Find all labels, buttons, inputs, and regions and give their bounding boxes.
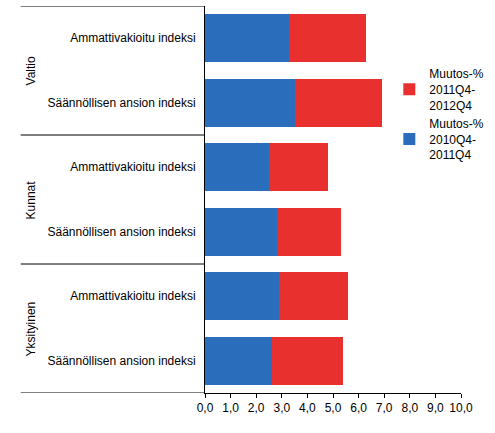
svg-text:3,0: 3,0 [273,401,290,415]
svg-text:Muutos-%2011Q4-2012Q4: Muutos-%2011Q4-2012Q4 [429,67,483,112]
svg-text:Säännöllisen ansion indeksi: Säännöllisen ansion indeksi [47,225,195,239]
svg-text:10,0: 10,0 [449,401,473,415]
svg-text:Säännöllisen ansion indeksi: Säännöllisen ansion indeksi [47,354,195,368]
svg-text:Ammattivakioitu indeksi: Ammattivakioitu indeksi [70,31,195,45]
svg-text:9,0: 9,0 [427,401,444,415]
svg-text:Ammattivakioitu indeksi: Ammattivakioitu indeksi [70,160,195,174]
svg-text:8,0: 8,0 [401,401,418,415]
svg-text:Ammattivakioitu indeksi: Ammattivakioitu indeksi [70,289,195,303]
svg-text:Kunnat: Kunnat [24,181,38,220]
svg-text:4,0: 4,0 [299,401,316,415]
svg-text:7,0: 7,0 [376,401,393,415]
svg-text:Säännöllisen ansion indeksi: Säännöllisen ansion indeksi [47,96,195,110]
svg-text:0,0: 0,0 [197,401,214,415]
svg-text:1,0: 1,0 [222,401,239,415]
svg-text:6,0: 6,0 [350,401,367,415]
svg-text:2,0: 2,0 [248,401,265,415]
svg-text:Muutos-%2010Q4-2011Q4: Muutos-%2010Q4-2011Q4 [429,117,483,162]
svg-text:Yksityinen: Yksityinen [24,302,38,357]
svg-text:5,0: 5,0 [325,401,342,415]
svg-text:Valtio: Valtio [24,56,38,85]
